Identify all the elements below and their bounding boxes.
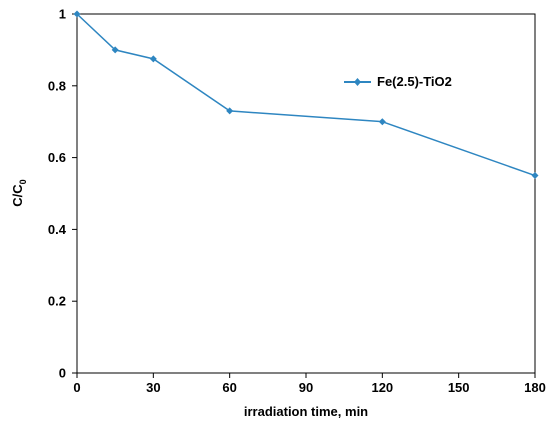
- y-tick-label: 0: [59, 366, 66, 381]
- data-point-marker: [378, 118, 386, 126]
- series-line-0: [76, 13, 536, 177]
- data-point-marker: [149, 55, 157, 63]
- legend-marker-fe-tio2: [354, 78, 361, 86]
- x-tick-label: 150: [448, 380, 470, 395]
- y-axis-ticks: 0 0.2 0.4 0.6 0.8 1: [48, 7, 77, 381]
- x-axis-ticks: 0 30 60 90 120 150 180: [73, 373, 546, 395]
- plot-area-frame: [76, 13, 536, 374]
- legend-label-fe-tio2: Fe(2.5)-TiO2: [377, 74, 452, 89]
- x-axis-label: irradiation time, min: [244, 404, 368, 419]
- legend: Fe(2.5)-TiO2: [344, 74, 452, 89]
- data-point-marker: [111, 46, 119, 54]
- x-tick-label: 30: [146, 380, 160, 395]
- y-axis-label-main: C/C: [10, 184, 25, 207]
- y-tick-label: 0.8: [48, 78, 66, 93]
- y-axis-label: C/C0: [10, 179, 28, 206]
- x-tick-label: 120: [371, 380, 393, 395]
- series-layer: [73, 10, 539, 180]
- x-tick-label: 90: [299, 380, 313, 395]
- y-tick-label: 1: [59, 7, 66, 22]
- y-tick-label: 0.2: [48, 294, 66, 309]
- y-tick-label: 0.4: [48, 222, 67, 237]
- y-tick-label: 0.6: [48, 150, 66, 165]
- data-point-marker: [73, 10, 81, 18]
- data-point-marker: [531, 172, 539, 180]
- x-tick-label: 180: [524, 380, 546, 395]
- y-axis-label-subscript: 0: [18, 179, 28, 184]
- x-tick-label: 0: [73, 380, 80, 395]
- data-point-marker: [226, 107, 234, 115]
- x-tick-label: 60: [222, 380, 236, 395]
